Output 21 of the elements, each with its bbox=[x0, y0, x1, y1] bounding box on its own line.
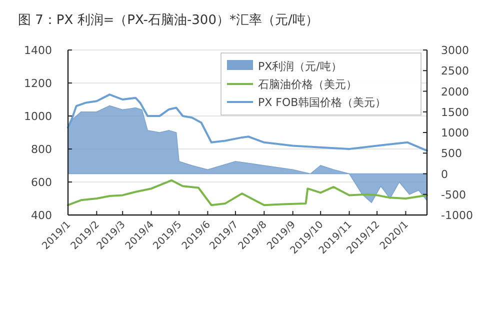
y-tick-label: 1400 bbox=[24, 44, 52, 57]
y-tick-label: 800 bbox=[31, 143, 52, 156]
y-tick-label: 1200 bbox=[24, 77, 52, 90]
line-series bbox=[67, 179, 428, 206]
y2-tick-label: -1000 bbox=[441, 209, 473, 222]
chart-title: 图 7：PX 利润=（PX-石脑油-300）*汇率（元/吨） bbox=[18, 12, 318, 28]
y-tick-label: 600 bbox=[31, 176, 52, 189]
y2-tick-label: 2000 bbox=[441, 85, 469, 98]
y2-tick-label: 1500 bbox=[441, 106, 469, 119]
y2-tick-label: 500 bbox=[441, 147, 462, 160]
y2-tick-label: -500 bbox=[441, 188, 466, 202]
line-series bbox=[67, 94, 428, 152]
y-tick-label: 1000 bbox=[24, 110, 52, 123]
legend-label: PX利润（元/吨） bbox=[258, 60, 342, 73]
legend-label: PX FOB韩国价格（美元） bbox=[258, 96, 386, 109]
y2-tick-label: 2500 bbox=[441, 64, 469, 78]
y2-tick-label: 0 bbox=[441, 168, 448, 181]
y-tick-label: 400 bbox=[31, 209, 52, 222]
y2-tick-label: 3000 bbox=[441, 44, 469, 57]
legend-label: 石脑油价格（美元） bbox=[258, 78, 357, 91]
y2-tick-label: 1000 bbox=[441, 126, 469, 140]
